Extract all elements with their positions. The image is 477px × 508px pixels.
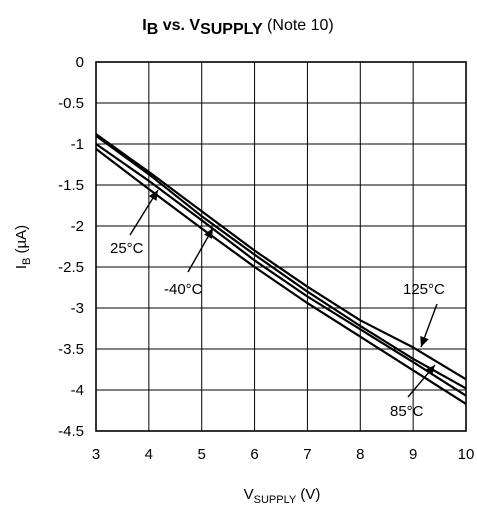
y-tick-label: -4 xyxy=(71,382,84,399)
x-tick-label: 9 xyxy=(409,446,417,463)
title-i-subscript: B xyxy=(147,21,159,38)
title-note: (Note 10) xyxy=(263,17,334,34)
x-tick-labels: 3 4 5 6 7 8 9 10 xyxy=(92,446,475,463)
annotation-label: 125°C xyxy=(403,281,445,298)
x-axis-label: VSUPPLY (V) xyxy=(244,486,321,506)
x-label-subscript: SUPPLY xyxy=(254,494,297,506)
y-tick-label: -2.5 xyxy=(58,259,84,276)
series-line-85C xyxy=(95,148,467,405)
x-tick-label: 4 xyxy=(145,446,153,463)
x-tick-label: 3 xyxy=(92,446,100,463)
plot-frame xyxy=(95,61,467,432)
y-label-i: I xyxy=(13,265,30,269)
series-line--40C xyxy=(95,143,467,397)
y-tick-label: -0.5 xyxy=(58,95,84,112)
y-tick-label: 0 xyxy=(76,54,84,71)
y-tick-label: -3 xyxy=(71,300,84,317)
chart-title: IB vs. VSUPPLY (Note 10) xyxy=(142,17,334,38)
annotation-arrowhead xyxy=(420,336,429,347)
y-tick-label: -1 xyxy=(71,136,84,153)
y-tick-labels: 0 -0.5 -1 -1.5 -2 -2.5 -3 -3.5 -4 -4.5 xyxy=(58,54,84,440)
title-vs: vs. V xyxy=(158,17,200,34)
title-i: I xyxy=(142,17,146,34)
y-tick-label: -1.5 xyxy=(58,177,84,194)
series-lines xyxy=(95,133,467,405)
annotation-label: 85°C xyxy=(390,403,424,420)
y-tick-label: -3.5 xyxy=(58,341,84,358)
annotation-arrowhead xyxy=(425,365,435,376)
annotation-label: -40°C xyxy=(164,281,203,298)
x-tick-label: 8 xyxy=(356,446,364,463)
y-tick-label: -4.5 xyxy=(58,423,84,440)
title-v-subscript: SUPPLY xyxy=(200,21,263,38)
x-tick-label: 6 xyxy=(250,446,258,463)
series-line-25C xyxy=(95,134,467,390)
x-tick-label: 10 xyxy=(458,446,475,463)
y-label-subscript: B xyxy=(21,258,33,265)
x-label-v: V xyxy=(244,486,254,503)
x-label-unit: (V) xyxy=(296,486,320,503)
y-axis-label: IB (µA) xyxy=(13,225,33,269)
grid-lines xyxy=(96,62,466,431)
annotation-arrowhead xyxy=(204,228,213,239)
x-tick-label: 7 xyxy=(303,446,311,463)
x-tick-label: 5 xyxy=(198,446,206,463)
annotation-label: 25°C xyxy=(110,240,144,257)
y-label-unit: (µA) xyxy=(13,225,30,258)
series-line-125C xyxy=(95,133,467,381)
annotation-arrowhead xyxy=(148,190,158,201)
temperature-annotations: 25°C -40°C 125°C 85°C xyxy=(110,189,445,420)
y-tick-label: -2 xyxy=(71,218,84,235)
